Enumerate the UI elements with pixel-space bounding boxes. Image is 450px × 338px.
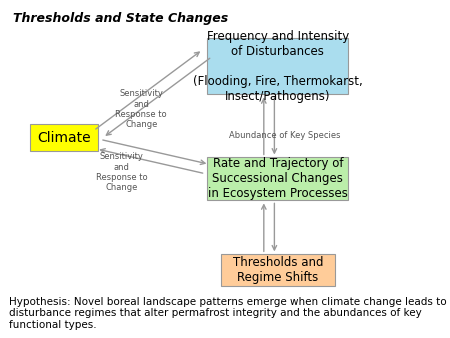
Text: Sensitivity
and
Response to
Change: Sensitivity and Response to Change bbox=[95, 152, 147, 192]
FancyBboxPatch shape bbox=[207, 38, 348, 94]
Text: Abundance of Key Species: Abundance of Key Species bbox=[230, 131, 341, 140]
Text: Frequency and Intensity
of Disturbances

(Flooding, Fire, Thermokarst,
Insect/Pa: Frequency and Intensity of Disturbances … bbox=[193, 30, 363, 103]
Text: Sensitivity
and
Response to
Change: Sensitivity and Response to Change bbox=[115, 89, 167, 129]
Text: Rate and Trajectory of
Successional Changes
in Ecosystem Processes: Rate and Trajectory of Successional Chan… bbox=[208, 158, 348, 200]
FancyBboxPatch shape bbox=[30, 124, 98, 151]
FancyBboxPatch shape bbox=[207, 158, 348, 200]
Text: Hypothesis: Novel boreal landscape patterns emerge when climate change leads to
: Hypothesis: Novel boreal landscape patte… bbox=[9, 296, 446, 330]
Text: Climate: Climate bbox=[37, 130, 91, 145]
Text: Thresholds and
Regime Shifts: Thresholds and Regime Shifts bbox=[233, 256, 323, 284]
FancyBboxPatch shape bbox=[220, 254, 335, 286]
Text: Thresholds and State Changes: Thresholds and State Changes bbox=[14, 11, 229, 25]
